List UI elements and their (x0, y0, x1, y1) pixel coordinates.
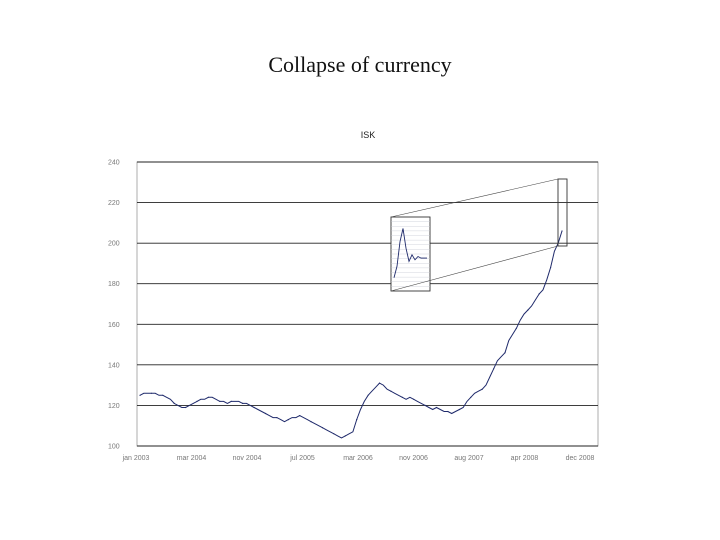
series-point (413, 398, 415, 400)
x-tick-label: dec 2008 (566, 455, 595, 462)
series-point (481, 388, 483, 390)
y-tick-label: 220 (108, 200, 120, 207)
series-point (276, 417, 278, 419)
series-point (390, 390, 392, 392)
series-point (150, 392, 152, 394)
zoom-source-box (557, 178, 568, 247)
inset-series-line (393, 228, 427, 278)
plot-frame (136, 161, 599, 447)
series-point (139, 394, 141, 396)
series-point (356, 419, 358, 421)
y-tick-label: 160 (108, 322, 120, 329)
series-point (207, 396, 209, 398)
series-point (344, 435, 346, 437)
series-point (378, 382, 381, 384)
series-point (173, 402, 175, 404)
series-point (185, 406, 187, 409)
series-point (470, 396, 472, 398)
x-tick-label: nov 2006 (399, 455, 428, 462)
series-point (515, 327, 518, 329)
y-tick-label: 100 (108, 444, 120, 451)
x-tick-label: mar 2006 (343, 455, 373, 462)
series-point (287, 419, 289, 421)
y-tick-label: 180 (108, 281, 120, 288)
y-tick-label: 120 (108, 403, 120, 410)
x-tick-label: apr 2008 (511, 455, 539, 462)
series-point (299, 415, 301, 417)
series-line-isk (139, 230, 563, 439)
series-point (162, 394, 164, 396)
series-point (196, 400, 198, 402)
x-tick-label: jul 2005 (289, 455, 315, 462)
series-point (527, 309, 529, 311)
series-point (550, 266, 552, 269)
series-point (310, 421, 312, 423)
series-point (242, 402, 244, 404)
slide-title: Collapse of currency (268, 52, 452, 77)
series-point (401, 396, 403, 398)
inset-layer (390, 178, 568, 292)
series-point (333, 433, 335, 435)
series-point (447, 410, 449, 413)
series-point (424, 404, 426, 406)
gridlines (137, 161, 598, 447)
series-point (493, 368, 495, 370)
series-point (504, 352, 506, 354)
x-tick-label: aug 2007 (454, 455, 483, 462)
series-point (538, 293, 540, 295)
zoom-connector (390, 178, 559, 218)
zoom-connector (390, 245, 559, 292)
y-tick-label: 200 (108, 241, 120, 248)
series-point (561, 230, 563, 232)
y-tick-labels: 100 120 140 160 180 200 220 240 (108, 160, 120, 451)
y-tick-label: 240 (108, 160, 120, 167)
series-point (219, 400, 221, 402)
x-tick-labels: jan 2003 mar 2004 nov 2004 jul 2005 mar 2006… (122, 455, 595, 462)
series-point (253, 406, 255, 409)
series-layer (139, 230, 563, 439)
series-point (458, 408, 460, 411)
series-point (367, 394, 369, 396)
chart-title: ISK (361, 130, 376, 140)
series-point (435, 406, 438, 409)
y-tick-label: 140 (108, 362, 120, 369)
series-point (264, 412, 267, 415)
series-point (321, 427, 324, 429)
x-tick-label: jan 2003 (122, 455, 150, 462)
x-tick-label: nov 2004 (233, 455, 262, 462)
series-point (230, 400, 232, 402)
x-tick-label: mar 2004 (177, 455, 207, 462)
